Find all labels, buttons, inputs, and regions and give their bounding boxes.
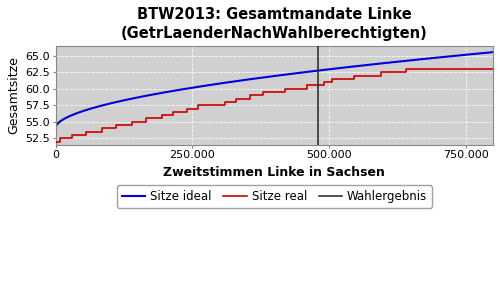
Sitze real [53, 140, 59, 143]
Sitze ideal [220, 81, 226, 85]
X-axis label: Zweitstimmen Linke in Sachsen: Zweitstimmen Linke in Sachsen [164, 166, 386, 179]
Legend: Sitze ideal, Sitze real, Wahlergebnis: Sitze ideal, Sitze real, Wahlergebnis [117, 185, 432, 208]
Sitze ideal [240, 79, 246, 82]
Sitze real [490, 67, 496, 71]
Sitze ideal [53, 126, 59, 129]
Sitze real [490, 67, 496, 71]
Sitze real [208, 103, 214, 107]
Sitze ideal [102, 103, 108, 106]
Sitze ideal [482, 51, 488, 55]
Line: Sitze ideal: Sitze ideal [56, 52, 493, 128]
Sitze ideal [434, 56, 440, 59]
Sitze real [195, 103, 201, 107]
Sitze real [83, 133, 89, 137]
Line: Sitze real: Sitze real [56, 69, 493, 142]
Sitze real [304, 87, 310, 91]
Title: BTW2013: Gesamtmandate Linke
(GetrLaenderNachWahlberechtigten): BTW2013: Gesamtmandate Linke (GetrLaende… [121, 7, 428, 40]
Sitze ideal [128, 97, 134, 101]
Sitze real [402, 67, 408, 71]
Sitze real [143, 120, 149, 124]
Y-axis label: Gesamtsitze: Gesamtsitze [7, 56, 20, 134]
Sitze ideal [490, 50, 496, 54]
